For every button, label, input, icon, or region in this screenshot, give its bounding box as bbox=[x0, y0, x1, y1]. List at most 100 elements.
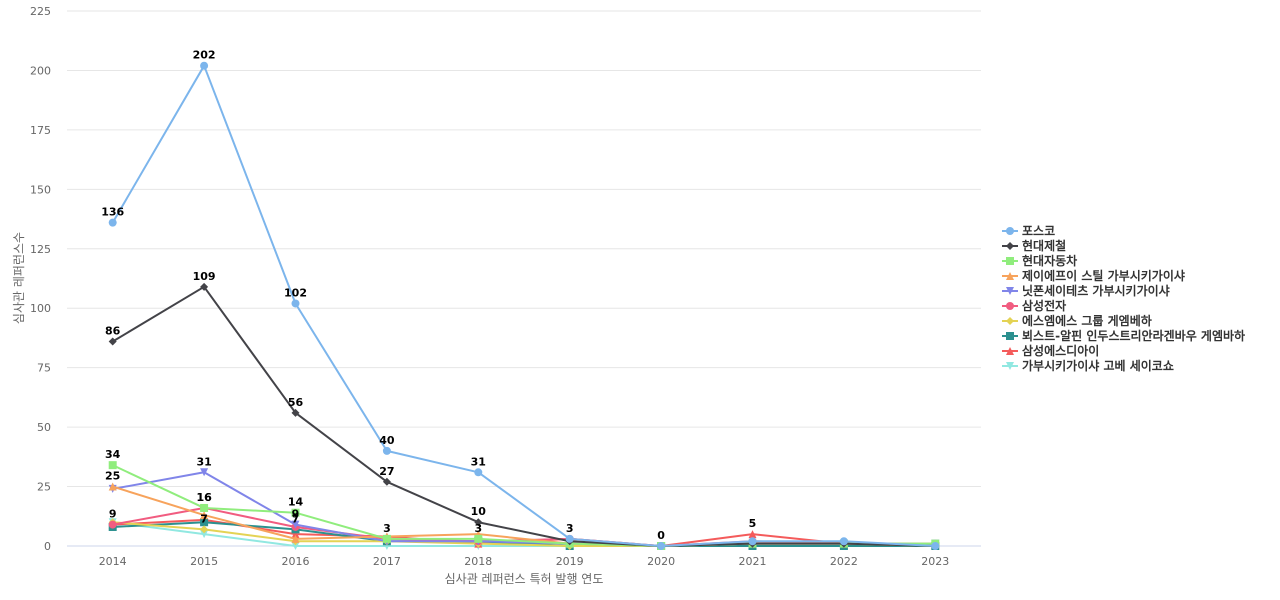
data-point[interactable] bbox=[200, 511, 209, 520]
data-labels: 136 202 102 40 31 3 0 86 109 56 27 10 34 16 14 3 3 25 31 9 9… bbox=[101, 49, 756, 542]
data-point[interactable] bbox=[200, 468, 209, 477]
y-tick-label: 125 bbox=[30, 243, 51, 256]
y-tick-label: 100 bbox=[30, 302, 51, 315]
legend-item[interactable]: 가부시키가이샤 고베 세이코쇼 bbox=[1002, 358, 1174, 373]
y-tick-label: 225 bbox=[30, 5, 51, 18]
legend-label: 삼성전자 bbox=[1022, 298, 1066, 313]
legend-marker[interactable] bbox=[1006, 362, 1014, 370]
data-label: 16 bbox=[196, 491, 212, 504]
data-label: 3 bbox=[566, 522, 574, 535]
legend-marker[interactable] bbox=[1006, 257, 1014, 265]
series-line[interactable] bbox=[111, 285, 937, 547]
data-point[interactable] bbox=[474, 518, 483, 527]
legend-marker[interactable] bbox=[1006, 317, 1014, 325]
data-point[interactable] bbox=[108, 482, 117, 491]
y-tick-label: 50 bbox=[37, 421, 51, 434]
data-point[interactable] bbox=[108, 337, 117, 346]
data-label: 7 bbox=[200, 512, 208, 525]
legend-marker[interactable] bbox=[1006, 302, 1014, 310]
legend-marker[interactable] bbox=[1006, 242, 1014, 250]
y-tick-label: 75 bbox=[37, 362, 51, 375]
series-lines bbox=[108, 61, 940, 550]
y-axis-title: 심사관 레퍼런스수 bbox=[12, 232, 26, 324]
data-label: 40 bbox=[379, 434, 395, 447]
data-point[interactable] bbox=[200, 525, 209, 534]
data-label: 16 bbox=[196, 491, 212, 504]
legend-marker[interactable] bbox=[1006, 347, 1014, 355]
legend-label: 현대제철 bbox=[1022, 238, 1066, 253]
data-point[interactable] bbox=[200, 518, 209, 527]
legend-marker[interactable] bbox=[1006, 272, 1014, 280]
data-point[interactable] bbox=[200, 530, 209, 539]
legend-marker[interactable] bbox=[1006, 287, 1014, 295]
series-line[interactable] bbox=[111, 64, 937, 547]
legend-item[interactable]: 삼성에스디아이 bbox=[1002, 343, 1099, 358]
data-label: 34 bbox=[105, 448, 121, 461]
data-point[interactable] bbox=[108, 218, 117, 227]
data-point[interactable] bbox=[839, 537, 848, 546]
legend-marker[interactable] bbox=[1006, 227, 1014, 235]
x-tick-label: 2021 bbox=[739, 555, 767, 568]
series-1[interactable] bbox=[108, 61, 940, 550]
data-point[interactable] bbox=[748, 537, 757, 546]
y-tick-label: 25 bbox=[37, 481, 51, 494]
legend-item[interactable]: 포스코 bbox=[1002, 224, 1055, 238]
legend-label: 제이에프이 스틸 가부시키가이샤 bbox=[1022, 268, 1185, 283]
data-point[interactable] bbox=[657, 542, 666, 550]
legend-item[interactable]: 삼성전자 bbox=[1002, 298, 1066, 313]
data-point[interactable] bbox=[291, 408, 300, 417]
data-point[interactable] bbox=[474, 534, 483, 543]
data-point[interactable] bbox=[291, 534, 300, 543]
data-point[interactable] bbox=[931, 542, 940, 550]
data-point[interactable] bbox=[108, 520, 117, 529]
data-point[interactable] bbox=[200, 61, 209, 70]
legend-marker[interactable] bbox=[1006, 332, 1014, 340]
data-point[interactable] bbox=[291, 299, 300, 308]
legend-item[interactable]: 닛폰세이테츠 가부시키가이샤 bbox=[1002, 283, 1170, 298]
x-tick-label: 2015 bbox=[190, 555, 218, 568]
data-point[interactable] bbox=[200, 282, 209, 291]
y-tick-label: 0 bbox=[44, 540, 51, 553]
data-point[interactable] bbox=[474, 468, 483, 477]
data-point[interactable] bbox=[291, 508, 300, 517]
data-label: 109 bbox=[193, 270, 216, 283]
data-point[interactable] bbox=[291, 520, 300, 529]
data-point[interactable] bbox=[108, 461, 117, 470]
x-tick-label: 2022 bbox=[830, 555, 858, 568]
data-point[interactable] bbox=[200, 503, 209, 512]
data-label: 31 bbox=[471, 455, 486, 468]
series-line[interactable] bbox=[111, 521, 937, 547]
series-line[interactable] bbox=[111, 485, 937, 547]
x-tick-label: 2014 bbox=[99, 555, 127, 568]
data-point[interactable] bbox=[291, 530, 300, 539]
data-point[interactable] bbox=[382, 534, 391, 543]
legend-item[interactable]: 에스엠에스 그룹 게엠베하 bbox=[1002, 313, 1152, 328]
data-label: 7 bbox=[292, 512, 300, 525]
grid-lines bbox=[67, 10, 981, 547]
data-point[interactable] bbox=[382, 446, 391, 455]
data-point[interactable] bbox=[565, 534, 574, 543]
legend-label: 에스엠에스 그룹 게엠베하 bbox=[1022, 313, 1152, 328]
data-label: 31 bbox=[196, 455, 211, 468]
data-label: 0 bbox=[657, 529, 665, 542]
legend-label: 뵈스트-알핀 인두스트리안라겐바우 게엠바하 bbox=[1022, 328, 1245, 343]
data-label: 56 bbox=[288, 396, 304, 409]
data-label: 3 bbox=[474, 522, 482, 535]
legend-item[interactable]: 현대자동차 bbox=[1002, 253, 1077, 268]
data-label: 86 bbox=[105, 325, 121, 338]
x-tick-label: 2017 bbox=[373, 555, 401, 568]
legend-label: 가부시키가이샤 고베 세이코쇼 bbox=[1022, 358, 1174, 373]
data-point[interactable] bbox=[382, 477, 391, 486]
series-line[interactable] bbox=[111, 506, 937, 547]
data-label: 3 bbox=[383, 522, 391, 535]
legend-item[interactable]: 제이에프이 스틸 가부시키가이샤 bbox=[1002, 268, 1185, 283]
data-point[interactable] bbox=[748, 530, 757, 539]
x-tick-label: 2023 bbox=[921, 555, 949, 568]
legend-item[interactable]: 현대제철 bbox=[1002, 238, 1066, 253]
data-label: 14 bbox=[288, 496, 304, 509]
legend-label: 현대자동차 bbox=[1022, 253, 1077, 268]
legend-item[interactable]: 뵈스트-알핀 인두스트리안라겐바우 게엠바하 bbox=[1002, 328, 1245, 343]
data-point[interactable] bbox=[291, 542, 300, 550]
